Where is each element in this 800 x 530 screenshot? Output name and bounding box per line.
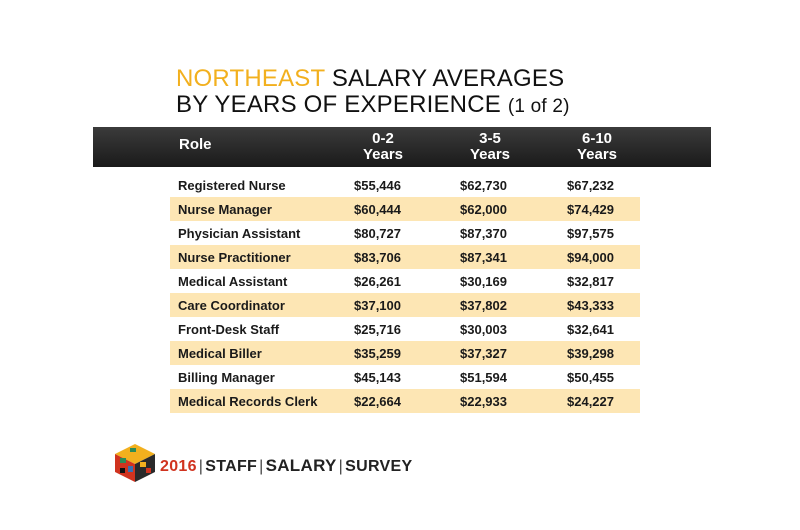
value-0-2-cell: $80,727 — [354, 226, 401, 241]
value-6-10-cell: $32,641 — [567, 322, 614, 337]
value-3-5-cell: $87,370 — [460, 226, 507, 241]
value-3-5-cell: $37,802 — [460, 298, 507, 313]
header-6-10-years: 6-10 Years — [562, 131, 632, 163]
value-6-10-cell: $97,575 — [567, 226, 614, 241]
table-row: Medical Records Clerk $22,664 $22,933 $24,2… — [170, 389, 640, 413]
brand-separator-2: | — [259, 458, 264, 475]
role-cell: Nurse Practitioner — [178, 250, 291, 265]
value-3-5-cell: $22,933 — [460, 394, 507, 409]
header-0-2-years: 0-2 Years — [348, 131, 418, 163]
role-cell: Front-Desk Staff — [178, 322, 280, 337]
value-0-2-cell: $25,716 — [354, 322, 401, 337]
value-6-10-cell: $67,232 — [567, 178, 614, 193]
value-6-10-cell: $24,227 — [567, 394, 614, 409]
value-3-5-cell: $37,327 — [460, 346, 507, 361]
header-3-5-line1: 3-5 — [479, 130, 501, 147]
role-cell: Billing Manager — [178, 370, 275, 385]
table-header: Role 0-2 Years 3-5 Years 6-10 Years — [93, 127, 711, 167]
brand-year: 2016 — [160, 458, 197, 475]
title-line-1-rest: SALARY AVERAGES — [324, 65, 565, 92]
brand-staff: STAFF — [205, 458, 258, 475]
value-3-5-cell: $51,594 — [460, 370, 507, 385]
value-0-2-cell: $26,261 — [354, 274, 401, 289]
table-row: Billing Manager $45,143 $51,594 $50,455 — [170, 365, 640, 389]
header-6-10-line2: Years — [576, 146, 618, 163]
value-0-2-cell: $45,143 — [354, 370, 401, 385]
header-0-2-line1: 0-2 — [372, 130, 394, 147]
value-0-2-cell: $60,444 — [354, 202, 401, 217]
value-0-2-cell: $83,706 — [354, 250, 401, 265]
value-6-10-cell: $39,298 — [567, 346, 614, 361]
table-row: Care Coordinator $37,100 $37,802 $43,333 — [170, 293, 640, 317]
table-body: Registered Nurse $55,446 $62,730 $67,232 Nur… — [170, 173, 640, 413]
value-0-2-cell: $22,664 — [354, 394, 401, 409]
page-title: NORTHEAST SALARY AVERAGES BY YEARS OF EX… — [176, 66, 570, 120]
header-6-10-line1: 6-10 — [581, 130, 613, 147]
value-3-5-cell: $62,730 — [460, 178, 507, 193]
role-cell: Registered Nurse — [178, 178, 286, 193]
title-line-2: BY YEARS OF EXPERIENCE (1 of 2) — [176, 92, 570, 120]
value-6-10-cell: $74,429 — [567, 202, 614, 217]
header-role-label: Role — [179, 136, 212, 153]
role-cell: Medical Biller — [178, 346, 262, 361]
value-0-2-cell: $55,446 — [354, 178, 401, 193]
title-line-1: NORTHEAST SALARY AVERAGES — [176, 66, 570, 92]
brand-survey: SURVEY — [345, 458, 413, 475]
role-cell: Medical Assistant — [178, 274, 288, 289]
salary-survey-cube-icon — [115, 444, 155, 482]
value-6-10-cell: $43,333 — [567, 298, 614, 313]
brand-salary: SALARY — [265, 456, 337, 475]
header-3-5-line2: Years — [469, 146, 511, 163]
value-0-2-cell: $37,100 — [354, 298, 401, 313]
role-cell: Care Coordinator — [178, 298, 285, 313]
brand-separator-3: | — [338, 458, 344, 475]
value-0-2-cell: $35,259 — [354, 346, 401, 361]
title-accent: NORTHEAST — [176, 65, 325, 92]
value-3-5-cell: $30,169 — [460, 274, 507, 289]
brand-separator-1: | — [198, 458, 204, 475]
title-part: (1 of 2) — [507, 96, 570, 117]
table-row: Nurse Practitioner $83,706 $87,341 $94,000 — [170, 245, 640, 269]
header-0-2-line2: Years — [362, 146, 404, 163]
table-row: Medical Assistant $26,261 $30,169 $32,817 — [170, 269, 640, 293]
value-6-10-cell: $94,000 — [567, 250, 614, 265]
role-cell: Physician Assistant — [178, 226, 301, 241]
value-6-10-cell: $50,455 — [567, 370, 614, 385]
header-3-5-years: 3-5 Years — [455, 131, 525, 163]
value-3-5-cell: $62,000 — [460, 202, 507, 217]
value-3-5-cell: $30,003 — [460, 322, 507, 337]
role-cell: Nurse Manager — [178, 202, 272, 217]
table-row: Medical Biller $35,259 $37,327 $39,298 — [170, 341, 640, 365]
role-cell: Medical Records Clerk — [178, 394, 318, 409]
table-row: Registered Nurse $55,446 $62,730 $67,232 — [170, 173, 640, 197]
header-role: Role — [179, 137, 212, 153]
survey-brand: 2016 | STAFF | SALARY | SURVEY — [160, 456, 412, 476]
title-line-2-text: BY YEARS OF EXPERIENCE — [176, 91, 508, 118]
table-row: Front-Desk Staff $25,716 $30,003 $32,641 — [170, 317, 640, 341]
value-3-5-cell: $87,341 — [460, 250, 507, 265]
value-6-10-cell: $32,817 — [567, 274, 614, 289]
table-row: Nurse Manager $60,444 $62,000 $74,429 — [170, 197, 640, 221]
table-row: Physician Assistant $80,727 $87,370 $97,575 — [170, 221, 640, 245]
